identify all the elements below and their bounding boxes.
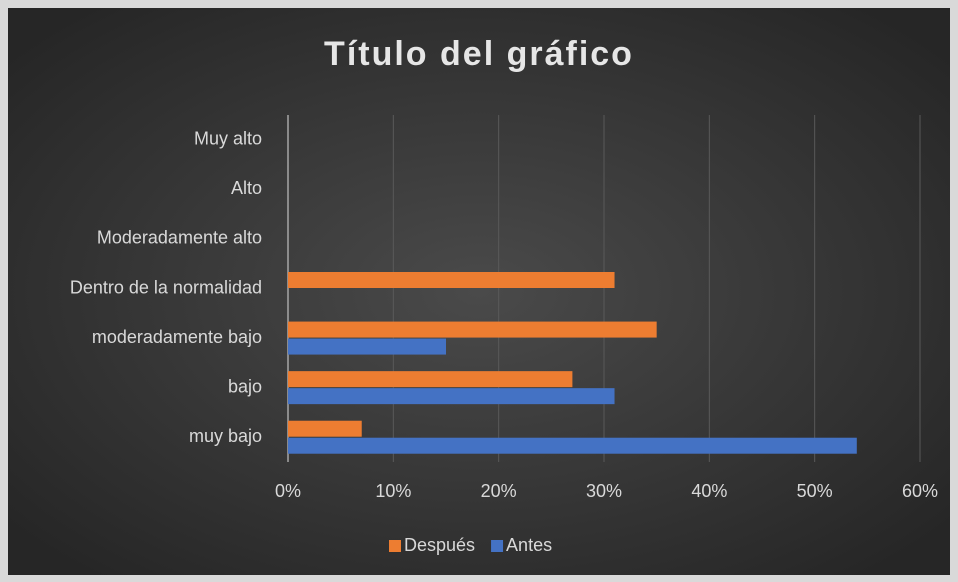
x-tick-label: 40% <box>691 481 727 501</box>
y-tick-label: Dentro de la normalidad <box>70 277 262 297</box>
bar <box>288 321 657 338</box>
y-tick-label: Muy alto <box>194 129 262 149</box>
y-tick-label: Alto <box>231 178 262 198</box>
y-tick-label: moderadamente bajo <box>92 327 262 347</box>
y-tick-label: Moderadamente alto <box>97 228 262 248</box>
bar <box>288 272 615 288</box>
y-tick-label: bajo <box>228 376 262 396</box>
x-tick-label: 20% <box>481 481 517 501</box>
bar <box>288 420 362 437</box>
x-tick-label: 0% <box>275 481 301 501</box>
legend-swatch <box>491 540 504 552</box>
x-tick-label: 10% <box>375 481 411 501</box>
y-tick-label: muy bajo <box>189 426 262 446</box>
bar <box>288 388 615 405</box>
chart-background <box>8 8 950 575</box>
legend-label: Después <box>404 535 475 555</box>
x-tick-label: 30% <box>586 481 622 501</box>
bar <box>288 371 573 388</box>
chart-title: Título del gráfico <box>324 35 634 73</box>
x-tick-label: 60% <box>902 481 938 501</box>
bar <box>288 437 857 454</box>
x-tick-label: 50% <box>797 481 833 501</box>
legend-label: Antes <box>506 535 552 555</box>
legend-swatch <box>389 540 401 552</box>
bar <box>288 338 446 355</box>
